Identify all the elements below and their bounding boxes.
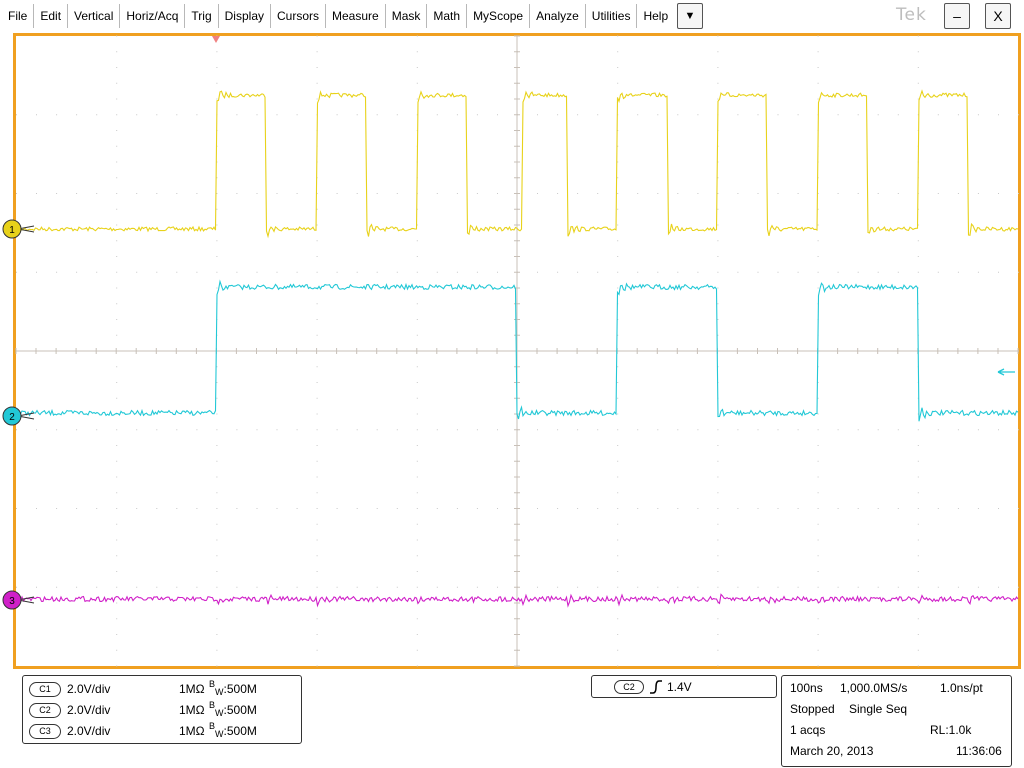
- acquisition-mode: Single Seq: [849, 702, 908, 716]
- menu-list: File Edit Vertical Horiz/Acq Trig Displa…: [2, 4, 674, 28]
- menu-math[interactable]: Math: [427, 4, 468, 28]
- channel-2-scale: 2.0V/div: [67, 703, 111, 717]
- channel-2-readout[interactable]: C2 2.0V/div 1MΩ B W:500M: [29, 700, 299, 719]
- channel-1-ground-marker: [2, 219, 22, 239]
- channel-3-bandwidth: :500M: [223, 724, 257, 738]
- trigger-readout[interactable]: C2 1.4V: [591, 675, 777, 698]
- close-button[interactable]: X: [985, 3, 1011, 29]
- channel-2-impedance: 1MΩ: [179, 703, 205, 717]
- close-icon: X: [993, 8, 1003, 24]
- channel-readout-panel[interactable]: C1 2.0V/div 1MΩ B W:500M C2 2.0V/div 1MΩ …: [22, 675, 302, 744]
- menu-horiz-acq[interactable]: Horiz/Acq: [120, 4, 186, 28]
- timebase: 100ns: [790, 681, 823, 695]
- chevron-down-icon: ▼: [684, 10, 696, 22]
- menu-myscope[interactable]: MyScope: [467, 4, 531, 28]
- channel-3-ground-marker-label: 3: [9, 596, 15, 607]
- channel-2-badge: C2: [29, 702, 61, 718]
- channel-1-scale: 2.0V/div: [67, 682, 111, 696]
- trigger-position-marker: [212, 36, 220, 43]
- acquisition-count: 1 acqs: [790, 723, 826, 737]
- time-resolution: 1.0ns/pt: [940, 681, 983, 695]
- channel-3-bw-symbol: B: [209, 721, 216, 731]
- channel-3-badge: C3: [29, 723, 61, 739]
- menu-more-button[interactable]: ▼: [677, 3, 703, 29]
- menu-measure[interactable]: Measure: [326, 4, 386, 28]
- menu-utilities[interactable]: Utilities: [586, 4, 638, 28]
- channel-3-trace: [15, 593, 1019, 608]
- channel-2-bw-subscript: W: [215, 708, 224, 718]
- channel-1-trace: [15, 89, 1019, 239]
- acquisition-time: 11:36:06: [956, 744, 1002, 758]
- menu-cursors[interactable]: Cursors: [271, 4, 327, 28]
- trigger-source-badge: C2: [614, 680, 644, 694]
- channel-2-bandwidth: :500M: [223, 703, 257, 717]
- channel-3-ground-marker: [2, 590, 22, 610]
- channel-1-bw-symbol: B: [209, 679, 216, 689]
- channel-3-impedance: 1MΩ: [179, 724, 205, 738]
- acquisition-date: March 20, 2013: [790, 744, 874, 758]
- minimize-button[interactable]: –: [944, 3, 970, 29]
- channel-2-ground-marker: [2, 406, 22, 426]
- record-length: RL:1.0k: [930, 723, 972, 737]
- channel-3-readout[interactable]: C3 2.0V/div 1MΩ B W:500M: [29, 721, 299, 740]
- menu-bar: File Edit Vertical Horiz/Acq Trig Displa…: [0, 0, 1024, 33]
- sample-rate: 1,000.0MS/s: [840, 681, 908, 695]
- menu-analyze[interactable]: Analyze: [530, 4, 586, 28]
- trigger-level-arrow-icon: [997, 368, 1015, 376]
- menu-file[interactable]: File: [2, 4, 35, 28]
- channel-1-bandwidth: :500M: [223, 682, 257, 696]
- trigger-level: 1.4V: [667, 680, 692, 694]
- tek-logo: Tek: [896, 5, 927, 25]
- channel-1-impedance: 1MΩ: [179, 682, 205, 696]
- graticule: 1 2 3: [2, 35, 1019, 667]
- channel-2-bw-symbol: B: [209, 700, 216, 710]
- menu-vertical[interactable]: Vertical: [68, 4, 121, 28]
- menu-mask[interactable]: Mask: [386, 4, 428, 28]
- menu-help[interactable]: Help: [643, 9, 669, 23]
- menu-trig[interactable]: Trig: [185, 4, 219, 28]
- menu-edit[interactable]: Edit: [34, 4, 69, 28]
- channel-3-bw-subscript: W: [215, 729, 224, 739]
- channel-1-ground-marker-label: 1: [9, 225, 15, 236]
- menu-display[interactable]: Display: [219, 4, 271, 28]
- rising-edge-icon: [650, 680, 662, 694]
- channel-1-badge: C1: [29, 681, 61, 697]
- channel-2-ground-marker-label: 2: [9, 412, 15, 423]
- channel-3-scale: 2.0V/div: [67, 724, 111, 738]
- acquisition-readout[interactable]: 100ns 1,000.0MS/s 1.0ns/pt Stopped Singl…: [781, 675, 1012, 767]
- channel-1-bw-subscript: W: [215, 687, 224, 697]
- minimize-icon: –: [953, 8, 961, 24]
- run-state: Stopped: [790, 702, 835, 716]
- channel-2-trace: [15, 279, 1019, 422]
- channel-1-readout[interactable]: C1 2.0V/div 1MΩ B W:500M: [29, 679, 299, 698]
